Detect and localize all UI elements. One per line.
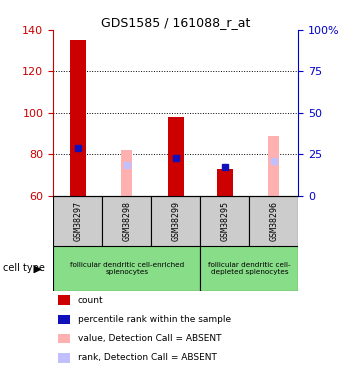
Text: GSM38296: GSM38296 bbox=[269, 201, 279, 241]
Bar bbox=[200, 246, 298, 291]
Bar bbox=[53, 246, 200, 291]
Bar bbox=[70, 40, 85, 196]
Text: rank, Detection Call = ABSENT: rank, Detection Call = ABSENT bbox=[78, 353, 216, 362]
Bar bbox=[151, 196, 200, 246]
Text: GSM38297: GSM38297 bbox=[73, 201, 82, 241]
Bar bbox=[58, 296, 70, 305]
Text: GSM38295: GSM38295 bbox=[220, 201, 229, 241]
Bar bbox=[58, 353, 70, 363]
Text: value, Detection Call = ABSENT: value, Detection Call = ABSENT bbox=[78, 334, 221, 343]
Text: GSM38299: GSM38299 bbox=[171, 201, 180, 241]
Title: GDS1585 / 161088_r_at: GDS1585 / 161088_r_at bbox=[101, 16, 250, 29]
Text: cell type: cell type bbox=[3, 263, 45, 273]
Bar bbox=[269, 136, 279, 196]
Bar bbox=[249, 196, 298, 246]
Bar bbox=[217, 169, 233, 196]
Bar bbox=[58, 315, 70, 324]
Text: percentile rank within the sample: percentile rank within the sample bbox=[78, 315, 231, 324]
Text: follicular dendritic cell-
depleted splenocytes: follicular dendritic cell- depleted sple… bbox=[208, 262, 291, 275]
Bar bbox=[58, 334, 70, 344]
Text: count: count bbox=[78, 296, 103, 304]
Bar bbox=[200, 196, 249, 246]
Bar bbox=[121, 150, 132, 196]
Text: follicular dendritic cell-enriched
splenocytes: follicular dendritic cell-enriched splen… bbox=[70, 262, 184, 275]
Bar bbox=[102, 196, 151, 246]
Text: ▶: ▶ bbox=[34, 263, 42, 273]
Bar bbox=[53, 196, 102, 246]
Text: GSM38298: GSM38298 bbox=[122, 201, 131, 241]
Bar bbox=[168, 117, 184, 196]
